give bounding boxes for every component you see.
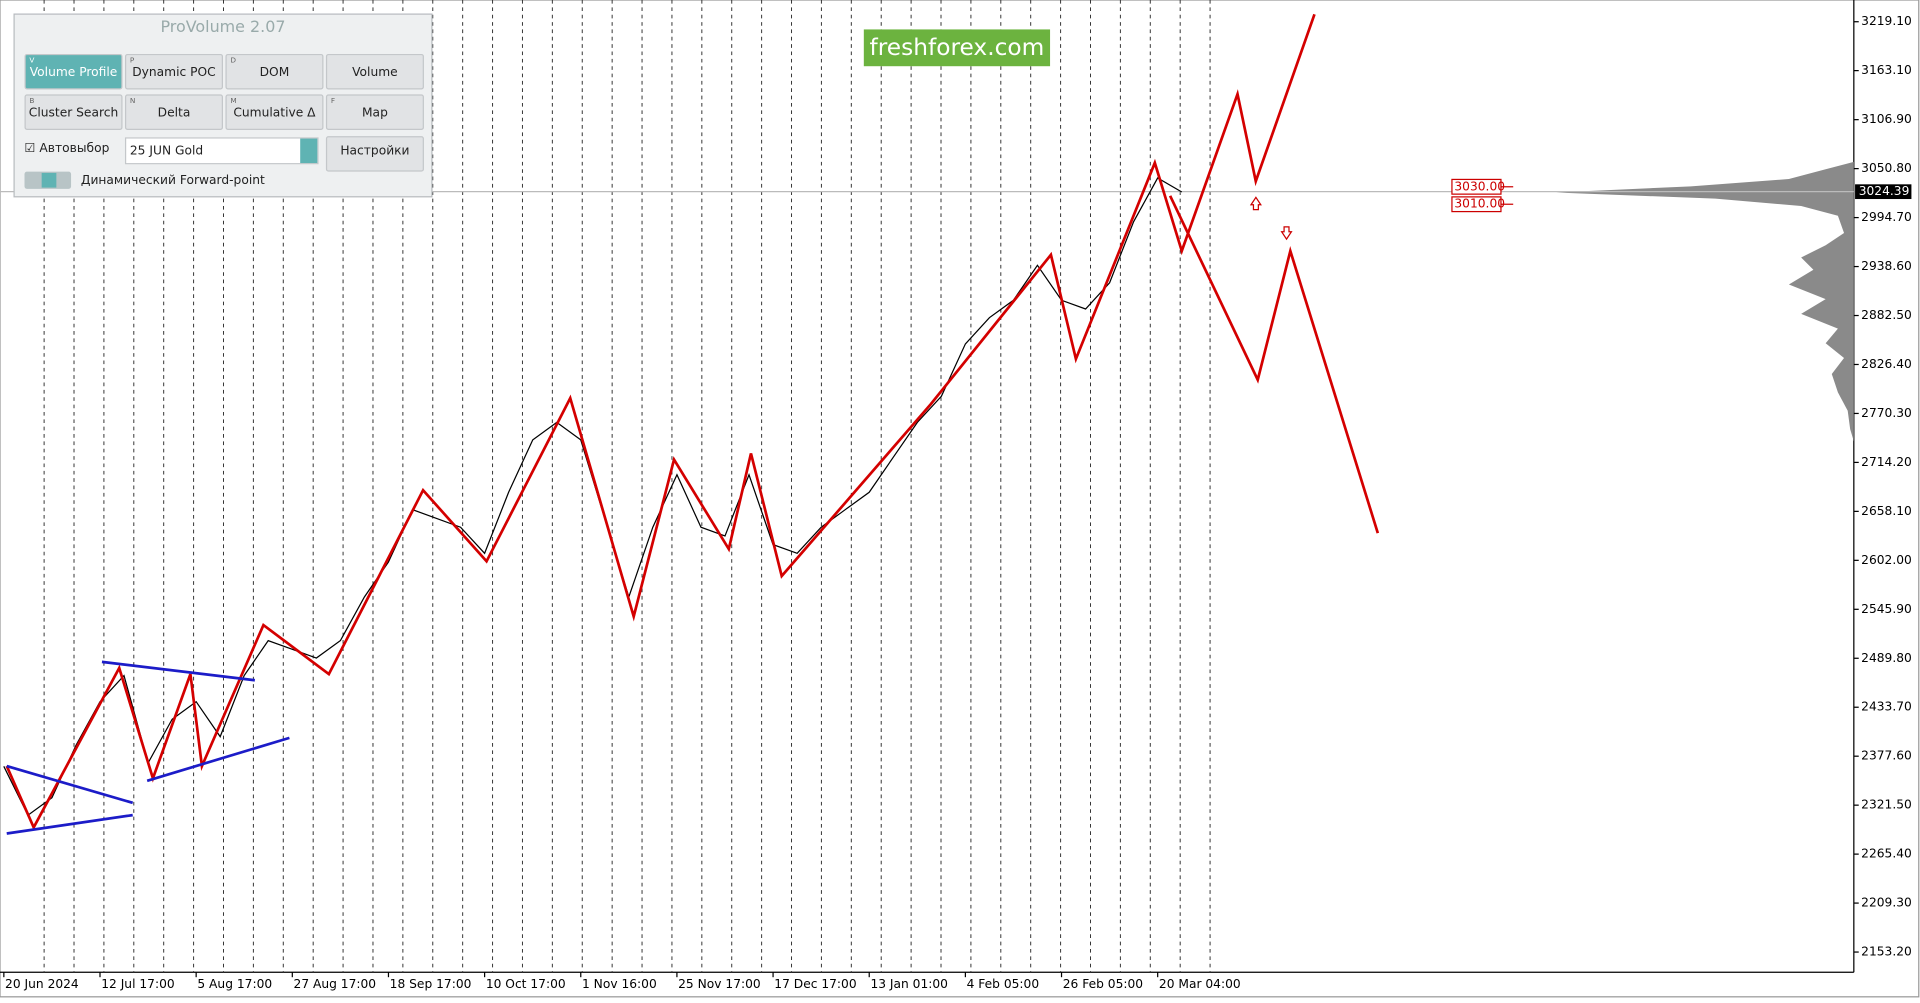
y-tick-label: 3163.10 <box>1861 63 1912 77</box>
forward-toggle[interactable] <box>24 171 72 189</box>
settings-button[interactable]: Настройки <box>325 136 424 172</box>
y-tick-label: 3050.80 <box>1861 161 1912 175</box>
x-tick-label: 13 Jan 01:00 <box>870 977 948 991</box>
tool-button[interactable]: D DOM <box>225 53 324 90</box>
y-tick-label: 3219.10 <box>1861 14 1912 28</box>
hotkey: B <box>29 96 35 106</box>
x-tick-label: 10 Oct 17:00 <box>486 977 566 991</box>
auto-select[interactable]: ☑ Автовыбор <box>24 142 110 156</box>
auto-select-label: Автовыбор <box>39 142 110 156</box>
tool-button[interactable]: N Delta <box>124 94 223 130</box>
y-tick-label: 2209.30 <box>1861 896 1912 910</box>
level-box <box>1451 196 1502 213</box>
y-tick-label: 2265.40 <box>1861 847 1912 861</box>
button-label: Delta <box>157 106 191 121</box>
y-tick-label: 2938.60 <box>1861 259 1912 273</box>
button-label: Volume Profile <box>29 66 118 80</box>
instrument: 25 JUN Gold <box>129 144 204 159</box>
level-box <box>1451 178 1502 195</box>
hotkey: N <box>129 96 136 106</box>
x-tick-label: 26 Feb 05:00 <box>1063 977 1143 991</box>
x-tick-label: 1 Nov 16:00 <box>582 977 657 991</box>
tool-button[interactable]: B Cluster Search <box>24 94 123 130</box>
volume-profile <box>1556 161 1854 442</box>
hotkey: V <box>29 56 35 65</box>
tool-button[interactable]: V Volume Profile <box>24 53 123 90</box>
x-tick-label: 17 Dec 17:00 <box>774 977 856 991</box>
button-label: DOM <box>259 66 290 80</box>
hotkey: D <box>230 56 237 65</box>
y-tick-label: 2377.60 <box>1861 749 1912 763</box>
level-label: 3030.00 <box>1454 179 1505 193</box>
down-arrow <box>1280 226 1293 241</box>
x-tick-label: 18 Sep 17:00 <box>390 977 472 991</box>
y-tick-label: 2658.10 <box>1861 504 1912 518</box>
y-tick-label: 2545.90 <box>1861 602 1912 616</box>
tool-button[interactable]: Volume <box>325 53 424 90</box>
x-tick-label: 27 Aug 17:00 <box>294 977 377 991</box>
y-tick-label: 2714.20 <box>1861 455 1912 469</box>
tool-button[interactable]: M Cumulative Δ <box>225 94 324 130</box>
button-label: Cluster Search <box>28 106 119 121</box>
forward-label: Динамический Forward-point <box>80 174 265 188</box>
trend-line <box>5 13 1316 831</box>
trend-line <box>101 660 256 682</box>
level-label: 3010.00 <box>1454 197 1505 211</box>
panel-title: ProVolume 2.07 <box>160 18 286 37</box>
up-arrow <box>1249 196 1262 211</box>
x-tick-label: 12 Jul 17:00 <box>101 977 174 991</box>
price-box <box>1855 184 1912 200</box>
button-label: Cumulative Δ <box>233 106 316 121</box>
y-tick-label: 3106.90 <box>1861 112 1912 126</box>
button-label: Volume <box>352 66 398 80</box>
y-tick-label: 2826.40 <box>1861 357 1912 371</box>
instrument-select[interactable]: 25 JUN Gold <box>124 137 319 165</box>
hotkey: M <box>230 96 237 106</box>
x-tick-label: 20 Mar 04:00 <box>1159 977 1241 991</box>
hotkey: F <box>330 96 336 106</box>
trend-line <box>6 764 134 805</box>
tool-button[interactable]: P Dynamic POC <box>124 53 223 90</box>
y-tick-label: 2321.50 <box>1861 798 1912 812</box>
current-price-label: 3024.39 <box>1859 184 1910 198</box>
x-tick-label: 20 Jun 2024 <box>5 977 79 991</box>
tool-button[interactable]: F Map <box>325 94 424 130</box>
y-tick-label: 2433.70 <box>1861 700 1912 714</box>
logo: freshforex.com <box>863 29 1051 67</box>
trend-line <box>1168 195 1380 534</box>
x-tick-label: 5 Aug 17:00 <box>197 977 272 991</box>
y-tick-label: 2994.70 <box>1861 210 1912 224</box>
y-tick-label: 2882.50 <box>1861 308 1912 322</box>
y-tick-label: 2770.30 <box>1861 406 1912 420</box>
x-tick-label: 25 Nov 17:00 <box>678 977 761 991</box>
provolume-panel: ProVolume 2.07 V Volume Profile P Dynamic P… <box>13 13 433 198</box>
trend-line <box>6 813 133 835</box>
y-tick-label: 2489.80 <box>1861 651 1912 665</box>
button-label: Dynamic POC <box>132 66 216 80</box>
y-tick-label: 2602.00 <box>1861 553 1912 567</box>
button-label: Map <box>361 106 388 121</box>
y-tick-label: 2153.20 <box>1861 945 1912 959</box>
trend-line <box>146 736 290 783</box>
hotkey: P <box>129 56 135 65</box>
x-tick-label: 4 Feb 05:00 <box>967 977 1040 991</box>
